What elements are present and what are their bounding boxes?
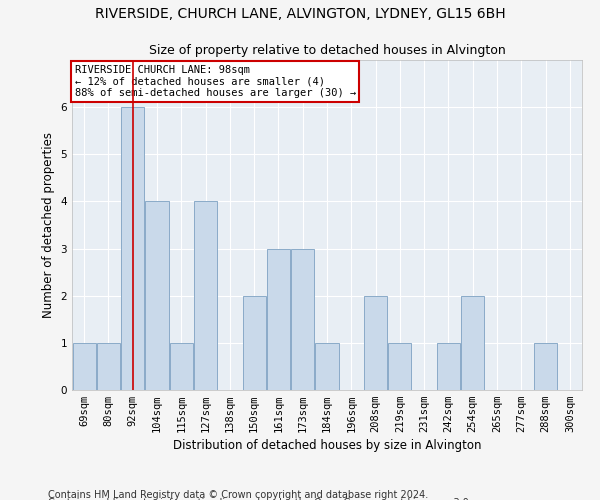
- Bar: [364, 296, 387, 390]
- Bar: [316, 343, 338, 390]
- Bar: [97, 343, 120, 390]
- Bar: [461, 296, 484, 390]
- Bar: [145, 202, 169, 390]
- Bar: [242, 296, 266, 390]
- Bar: [388, 343, 412, 390]
- Bar: [194, 202, 217, 390]
- Bar: [170, 343, 193, 390]
- X-axis label: Distribution of detached houses by size in Alvington: Distribution of detached houses by size …: [173, 440, 481, 452]
- Bar: [73, 343, 95, 390]
- Text: RIVERSIDE, CHURCH LANE, ALVINGTON, LYDNEY, GL15 6BH: RIVERSIDE, CHURCH LANE, ALVINGTON, LYDNE…: [95, 8, 505, 22]
- Bar: [121, 107, 144, 390]
- Text: Contains HM Land Registry data © Crown copyright and database right 2024.: Contains HM Land Registry data © Crown c…: [48, 490, 428, 500]
- Bar: [291, 248, 314, 390]
- Bar: [534, 343, 557, 390]
- Bar: [437, 343, 460, 390]
- Text: Contains public sector information licensed under the Open Government Licence v3: Contains public sector information licen…: [48, 498, 472, 500]
- Text: RIVERSIDE CHURCH LANE: 98sqm
← 12% of detached houses are smaller (4)
88% of sem: RIVERSIDE CHURCH LANE: 98sqm ← 12% of de…: [74, 65, 356, 98]
- Y-axis label: Number of detached properties: Number of detached properties: [42, 132, 55, 318]
- Bar: [267, 248, 290, 390]
- Title: Size of property relative to detached houses in Alvington: Size of property relative to detached ho…: [149, 44, 505, 58]
